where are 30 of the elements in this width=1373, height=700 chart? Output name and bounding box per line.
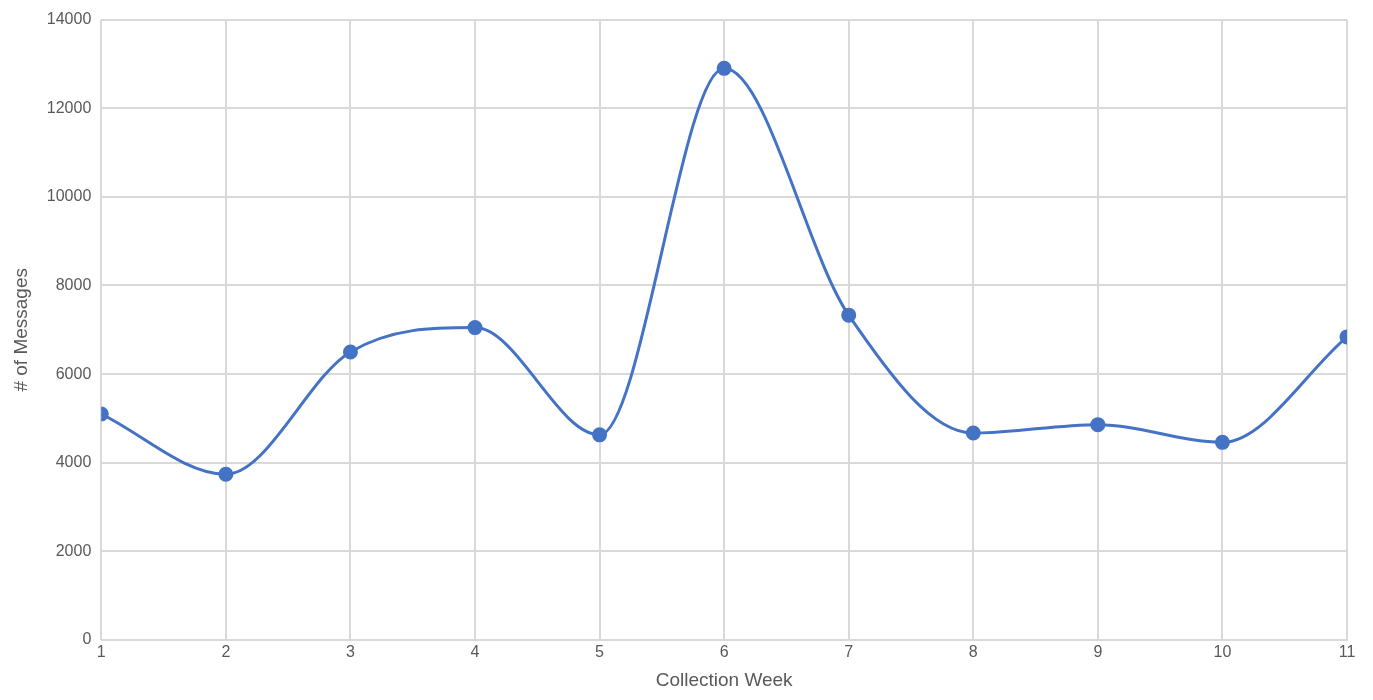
x-tick-label: 6 (719, 643, 729, 661)
x-tick-label: 4 (470, 643, 480, 661)
point (467, 320, 483, 336)
point (841, 307, 857, 323)
x-axis-title: Collection Week (655, 668, 794, 690)
y-tick-label: 12000 (46, 98, 92, 116)
x-tick-label: 7 (844, 643, 854, 661)
point (716, 60, 732, 76)
point (342, 344, 358, 360)
x-tick-label: 3 (345, 643, 355, 661)
y-tick-label: 2000 (55, 541, 92, 559)
point (592, 427, 608, 443)
x-tick-label: 2 (221, 643, 231, 661)
x-tick-label: 10 (1213, 643, 1232, 661)
x-tick-label: 5 (595, 643, 605, 661)
x-tick-label: 1 (96, 643, 106, 661)
y-tick-label: 4000 (55, 453, 92, 471)
y-tick-label: 6000 (55, 364, 92, 382)
point (1214, 434, 1230, 450)
x-tick-label: 9 (1093, 643, 1103, 661)
y-tick-label: 8000 (55, 275, 92, 293)
y-tick-label: 14000 (46, 10, 92, 28)
point (1090, 417, 1106, 433)
y-axis-title: # of Messages (9, 268, 31, 392)
y-tick-label: 0 (82, 630, 92, 648)
x-tick-label: 8 (968, 643, 978, 661)
x-tick-label: 11 (1338, 643, 1356, 661)
y-tick-label: 10000 (46, 187, 92, 205)
point (218, 466, 234, 482)
point (965, 425, 981, 441)
